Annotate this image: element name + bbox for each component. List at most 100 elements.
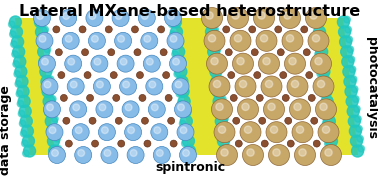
Circle shape [175, 81, 182, 88]
Circle shape [53, 26, 60, 33]
Circle shape [37, 13, 43, 19]
Circle shape [42, 26, 48, 33]
Circle shape [48, 146, 65, 164]
Circle shape [177, 86, 189, 98]
Circle shape [339, 26, 350, 38]
Circle shape [115, 13, 122, 19]
Circle shape [339, 36, 352, 48]
Circle shape [256, 94, 263, 101]
Circle shape [43, 36, 50, 43]
Circle shape [39, 56, 51, 68]
Circle shape [225, 49, 232, 56]
Circle shape [167, 13, 174, 19]
Circle shape [286, 35, 294, 42]
Circle shape [270, 126, 278, 133]
Circle shape [164, 10, 181, 27]
Circle shape [101, 146, 118, 164]
Circle shape [350, 135, 363, 147]
Circle shape [136, 72, 143, 78]
Circle shape [43, 101, 60, 118]
Circle shape [41, 76, 53, 87]
Circle shape [9, 16, 22, 28]
Polygon shape [322, 18, 354, 155]
Circle shape [306, 72, 313, 78]
Circle shape [151, 124, 168, 141]
Circle shape [89, 117, 96, 124]
Circle shape [352, 145, 364, 157]
Circle shape [247, 149, 254, 156]
Circle shape [183, 135, 194, 147]
Circle shape [213, 80, 221, 88]
Circle shape [125, 124, 142, 141]
Circle shape [258, 12, 265, 19]
Circle shape [180, 115, 192, 127]
Circle shape [325, 140, 331, 147]
Circle shape [115, 32, 132, 49]
Circle shape [327, 145, 339, 157]
Circle shape [346, 36, 353, 43]
Circle shape [349, 66, 356, 73]
Circle shape [208, 35, 216, 42]
Circle shape [63, 13, 70, 19]
Circle shape [44, 46, 51, 53]
Circle shape [89, 13, 96, 19]
Circle shape [275, 26, 282, 33]
Circle shape [174, 56, 186, 68]
Circle shape [319, 76, 331, 87]
Circle shape [54, 135, 60, 142]
Circle shape [122, 101, 139, 118]
Circle shape [144, 140, 151, 147]
Circle shape [152, 104, 158, 111]
Text: photocatalysis: photocatalysis [366, 37, 378, 139]
Circle shape [277, 49, 284, 56]
Circle shape [351, 86, 358, 92]
Circle shape [154, 127, 161, 134]
Circle shape [294, 103, 301, 111]
Circle shape [320, 100, 327, 107]
Circle shape [12, 51, 19, 58]
Circle shape [36, 32, 53, 49]
Circle shape [204, 16, 217, 28]
Circle shape [169, 21, 175, 28]
Circle shape [204, 30, 225, 51]
Circle shape [357, 135, 363, 142]
Circle shape [315, 58, 322, 65]
Circle shape [117, 55, 134, 72]
Circle shape [287, 140, 294, 147]
Circle shape [209, 76, 230, 97]
Circle shape [51, 106, 57, 112]
Circle shape [177, 100, 184, 107]
Circle shape [62, 32, 79, 49]
Circle shape [342, 56, 354, 68]
Circle shape [310, 53, 332, 74]
Circle shape [75, 127, 82, 134]
Circle shape [172, 36, 184, 48]
Circle shape [119, 78, 136, 95]
Circle shape [139, 94, 146, 101]
Circle shape [308, 94, 315, 101]
Circle shape [322, 126, 330, 133]
Circle shape [63, 117, 70, 124]
Circle shape [313, 26, 325, 38]
Circle shape [82, 49, 88, 56]
Circle shape [212, 99, 232, 120]
Circle shape [319, 91, 326, 97]
Circle shape [261, 76, 282, 97]
Circle shape [40, 66, 52, 78]
Circle shape [176, 76, 188, 87]
Circle shape [163, 72, 170, 78]
Circle shape [132, 26, 138, 33]
Circle shape [149, 81, 156, 88]
Circle shape [110, 72, 117, 78]
Circle shape [78, 150, 85, 156]
Circle shape [91, 35, 98, 42]
Circle shape [34, 10, 51, 27]
Circle shape [138, 10, 155, 27]
Circle shape [173, 61, 180, 67]
Circle shape [316, 61, 322, 67]
Circle shape [350, 76, 357, 82]
Circle shape [206, 26, 217, 38]
Circle shape [180, 127, 187, 134]
Circle shape [96, 101, 113, 118]
Circle shape [169, 16, 181, 28]
